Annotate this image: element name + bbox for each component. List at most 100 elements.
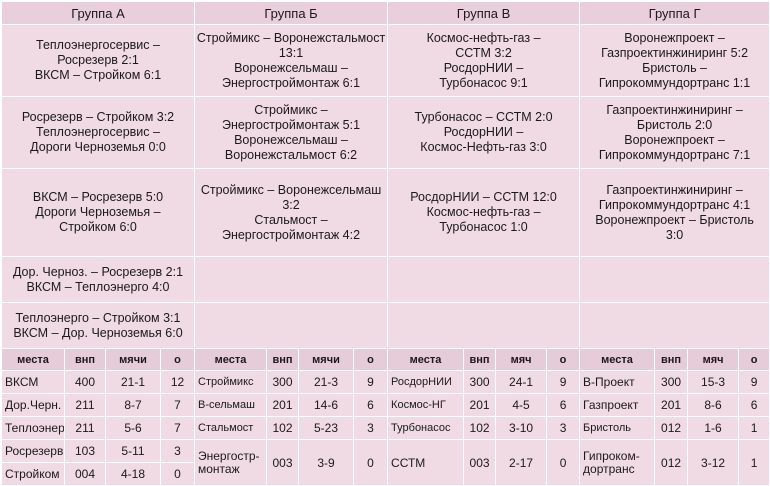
group-d-empty-4 (579, 256, 770, 303)
a-goals-5: 4-18 (105, 462, 161, 486)
group-c-empty-5 (387, 302, 581, 349)
c-team-3: Турбонасос (387, 416, 465, 440)
standings-row-4: Росрезерв 103 5-11 3 Энергостр-монтаж 00… (1, 439, 770, 486)
a-team-5: Стройком (1, 462, 65, 486)
d-col-wdl: внп (654, 348, 689, 371)
a-points-4: 3 (160, 439, 195, 463)
c-col-points: о (546, 348, 581, 371)
group-b-title: Группа Б (193, 1, 389, 25)
group-c-empty-4 (387, 256, 581, 303)
b-wdl-1: 300 (266, 370, 299, 394)
standings-row-3: Теплоэнер 211 5-6 7 Стальмост 102 5-23 3… (1, 416, 770, 440)
c-col-places: места (387, 348, 465, 371)
b-goals-4: 3-9 (298, 439, 354, 486)
a-col-wdl: внп (64, 348, 106, 371)
d-col-places: места (579, 348, 656, 371)
c-wdl-2: 201 (463, 393, 497, 417)
d-col-goals: мяч (687, 348, 740, 371)
a-col-goals: мячи (105, 348, 161, 371)
c-points-3: 3 (546, 416, 581, 440)
b-wdl-4: 003 (266, 439, 299, 486)
a-col-points: о (160, 348, 195, 371)
group-d-round-3: Газпроектинжиниринг – Гипрокоммундортранс… (579, 168, 770, 257)
b-points-2: 6 (352, 393, 389, 417)
b-team-1: Строймикс (194, 370, 267, 394)
c-goals-1: 24-1 (495, 370, 548, 394)
c-col-goals: мяч (495, 348, 548, 371)
c-points-2: 6 (546, 393, 581, 417)
standings-header-row: места внп мячи о места внп мячи о места … (1, 348, 770, 371)
group-a-round-3: ВКСМ – Росрезерв 5:0 Дороги Черноземья – С… (1, 168, 195, 257)
b-wdl-2: 201 (266, 393, 299, 417)
a-points-1: 12 (160, 370, 195, 394)
group-d-round-2: Газпроектинжиниринг – Бристоль 2:0 Воронеж… (579, 96, 770, 169)
group-a-round-4: Дор. Черноз. – Росрезерв 2:1 ВКСМ – Тепло… (1, 256, 195, 303)
a-wdl-5: 004 (64, 462, 106, 486)
a-team-3: Теплоэнер (1, 416, 65, 440)
group-c-round-3: РосдорНИИ – ССТМ 12:0 Космос-нефть-газ – Т… (387, 168, 581, 257)
a-points-2: 7 (160, 393, 195, 417)
a-team-4: Росрезерв (1, 439, 65, 463)
a-points-5: 0 (160, 462, 195, 486)
d-points-3: 1 (738, 416, 770, 440)
standings-row-1: ВКСМ 400 21-1 12 Строймикс 300 21-3 9 Ро… (1, 370, 770, 394)
group-b-round-3: Строймикс – Воронежсельмаш 3:2 Стальмост –… (193, 168, 389, 257)
round-3-row: ВКСМ – Росрезерв 5:0 Дороги Черноземья – С… (1, 168, 770, 257)
d-wdl-1: 300 (654, 370, 689, 394)
d-team-3: Бристоль (579, 416, 656, 440)
d-goals-3: 1-6 (687, 416, 740, 440)
b-points-3: 3 (352, 416, 389, 440)
group-c-round-1: Космос-нефть-газ – ССТМ 3:2 РосдорНИИ – Тур… (387, 24, 581, 97)
b-points-1: 9 (352, 370, 389, 394)
group-d-round-1: Воронежпроект – Газпроектинжиниринг 5:2 Бр… (579, 24, 770, 97)
b-points-4: 0 (352, 439, 389, 486)
c-col-wdl: внп (463, 348, 497, 371)
a-wdl-4: 103 (64, 439, 106, 463)
d-team-1: В-Проект (579, 370, 656, 394)
b-goals-3: 5-23 (298, 416, 354, 440)
c-wdl-4: 003 (463, 439, 497, 486)
a-wdl-1: 400 (64, 370, 106, 394)
d-wdl-4: 012 (654, 439, 689, 486)
c-team-2: Космос-НГ (387, 393, 465, 417)
a-team-2: Дор.Черн. (1, 393, 65, 417)
d-team-4: Гипроком-дортранс (579, 439, 656, 486)
group-a-title: Группа А (1, 1, 195, 25)
d-wdl-3: 012 (654, 416, 689, 440)
a-goals-2: 8-7 (105, 393, 161, 417)
c-team-4: ССТМ (387, 439, 465, 486)
group-c-round-2: Турбонасос – ССТМ 2:0 РосдорНИИ – Космос-Н… (387, 96, 581, 169)
group-a-round-5: Теплоэнерго – Стройком 3:1 ВКСМ – Дор. Че… (1, 302, 195, 349)
c-team-1: РосдорНИИ (387, 370, 465, 394)
a-goals-3: 5-6 (105, 416, 161, 440)
d-col-points: о (738, 348, 770, 371)
group-d-empty-5 (579, 302, 770, 349)
round-2-row: Росрезерв – Стройком 3:2 Теплоэнергосерви… (1, 96, 770, 169)
group-d-title: Группа Г (579, 1, 770, 25)
round-1-row: Теплоэнергосервис – Росрезерв 2:1 ВКСМ – С… (1, 24, 770, 97)
b-goals-1: 21-3 (298, 370, 354, 394)
c-goals-3: 3-10 (495, 416, 548, 440)
c-points-4: 0 (546, 439, 581, 486)
group-b-empty-4 (193, 256, 389, 303)
d-team-2: Газпроект (579, 393, 656, 417)
c-points-1: 9 (546, 370, 581, 394)
c-wdl-1: 300 (463, 370, 497, 394)
b-goals-2: 14-6 (298, 393, 354, 417)
group-a-round-1: Теплоэнергосервис – Росрезерв 2:1 ВКСМ – С… (1, 24, 195, 97)
round-4-row: Дор. Черноз. – Росрезерв 2:1 ВКСМ – Тепло… (1, 256, 770, 303)
group-b-round-2: Строймикс – Энергостроймонтаж 5:1 Воронежс… (193, 96, 389, 169)
b-team-3: Стальмост (194, 416, 267, 440)
b-col-goals: мячи (298, 348, 354, 371)
c-goals-4: 2-17 (495, 439, 548, 486)
a-goals-1: 21-1 (105, 370, 161, 394)
group-a-round-2: Росрезерв – Стройком 3:2 Теплоэнергосерви… (1, 96, 195, 169)
c-wdl-3: 102 (463, 416, 497, 440)
a-wdl-2: 211 (64, 393, 106, 417)
round-5-row: Теплоэнерго – Стройком 3:1 ВКСМ – Дор. Че… (1, 302, 770, 349)
b-col-places: места (194, 348, 267, 371)
a-goals-4: 5-11 (105, 439, 161, 463)
d-points-4: 1 (738, 439, 770, 486)
b-team-2: В-сельмаш (194, 393, 267, 417)
